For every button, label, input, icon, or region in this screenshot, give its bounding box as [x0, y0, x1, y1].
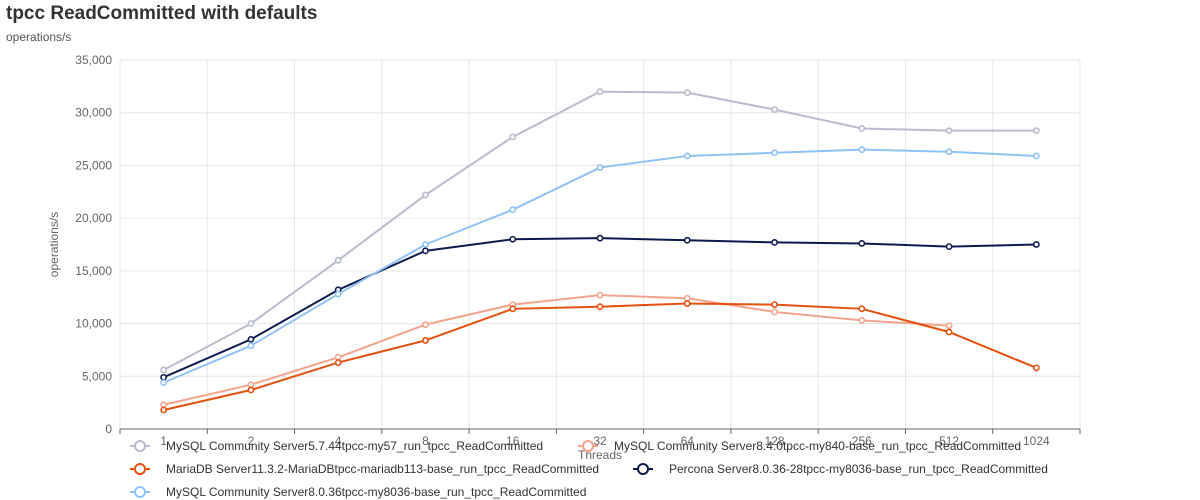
data-point [247, 320, 255, 327]
data-point [683, 300, 691, 307]
legend-item-4: Percona Server8.0.36-28tpcc-my8036-base_… [633, 462, 1048, 476]
legend-swatch-marker [582, 440, 594, 452]
data-point [509, 235, 517, 243]
legend-swatch-marker [134, 440, 146, 452]
x-tick-label: 2 [248, 434, 255, 448]
data-point [771, 301, 778, 308]
x-tick-label: 512 [939, 434, 959, 448]
data-point [596, 164, 604, 171]
data-point [945, 243, 953, 251]
data-point [247, 386, 255, 394]
y-tick-label: 0 [105, 422, 112, 436]
data-point [247, 342, 255, 350]
data-point [771, 238, 778, 246]
y-tick-label: 5,000 [82, 369, 112, 383]
data-point [160, 401, 168, 409]
x-tick-label: 32 [593, 434, 607, 448]
data-point [858, 125, 866, 132]
x-tick-label: 1024 [1023, 434, 1050, 448]
y-tick-label: 20,000 [75, 211, 112, 225]
data-point [858, 146, 866, 154]
series-4 [160, 234, 1040, 381]
series-line [163, 294, 950, 406]
legend-label: MariaDB Server11.3.2-MariaDBtpcc-mariadb… [166, 462, 599, 476]
y-axis-title: operations/s [47, 212, 61, 277]
data-point [247, 335, 255, 343]
data-point [1032, 241, 1040, 248]
data-point [683, 152, 691, 160]
data-point [1032, 152, 1040, 160]
y-tick-label: 10,000 [75, 317, 112, 331]
data-point [683, 236, 691, 244]
x-tick-label: 64 [681, 434, 695, 448]
data-point [683, 89, 691, 97]
data-point [160, 366, 168, 374]
data-point [422, 337, 429, 344]
data-point [771, 106, 778, 113]
data-point [160, 379, 168, 387]
data-point [771, 149, 778, 157]
y-tick-label: 30,000 [75, 106, 112, 120]
data-point [422, 191, 429, 199]
legend-item-3: MariaDB Server11.3.2-MariaDBtpcc-mariadb… [130, 462, 599, 476]
data-point [422, 321, 429, 329]
series-5 [160, 146, 1040, 387]
data-point [247, 381, 255, 389]
data-point [858, 240, 866, 247]
x-tick-label: 256 [852, 434, 872, 448]
data-point [683, 294, 691, 302]
legend-swatch-marker [134, 463, 146, 475]
series-1 [160, 88, 1040, 374]
data-point [945, 148, 953, 156]
chart-title: tpcc ReadCommitted with defaults [6, 3, 318, 24]
grid [119, 59, 1081, 430]
legend: MySQL Community Server5.7.44tpcc-my57_ru… [130, 439, 1048, 499]
data-point [596, 234, 604, 242]
data-point [1032, 127, 1040, 135]
data-point [334, 359, 342, 366]
data-point [422, 241, 429, 248]
series-3 [160, 300, 1040, 414]
legend-swatch-marker [637, 463, 649, 475]
legend-label: MySQL Community Server8.0.36tpcc-my8036-… [166, 485, 586, 499]
data-point [160, 373, 168, 381]
data-point [509, 133, 517, 141]
data-point [1032, 364, 1040, 372]
series-lines [160, 88, 1040, 414]
data-point [858, 317, 866, 324]
legend-label: Percona Server8.0.36-28tpcc-my8036-base_… [669, 462, 1048, 476]
x-tick-label: 128 [765, 434, 785, 448]
data-point [509, 305, 517, 313]
data-point [945, 328, 953, 336]
data-point [945, 127, 953, 135]
data-point [596, 88, 604, 96]
data-point [422, 247, 429, 255]
data-point [509, 206, 517, 214]
x-tick-label: 8 [422, 434, 429, 448]
data-point [596, 303, 604, 311]
y-tick-label: 15,000 [75, 264, 112, 278]
x-tick-label: 4 [335, 434, 342, 448]
legend-label: MySQL Community Server8.4.0tpcc-my840-ba… [614, 439, 1021, 453]
data-point [334, 353, 342, 361]
data-point [334, 256, 342, 264]
data-point [771, 308, 778, 316]
legend-item-2: MySQL Community Server8.4.0tpcc-my840-ba… [578, 439, 1021, 453]
legend-swatch-marker [134, 486, 146, 498]
y-tick-label: 35,000 [75, 53, 112, 67]
legend-item-5: MySQL Community Server8.0.36tpcc-my8036-… [130, 485, 586, 499]
chart-subtitle: operations/s [6, 30, 72, 44]
legend-item-1: MySQL Community Server5.7.44tpcc-my57_ru… [130, 439, 543, 453]
legend-label: MySQL Community Server5.7.44tpcc-my57_ru… [166, 439, 543, 453]
data-point [160, 406, 168, 414]
x-tick-label: 16 [506, 434, 520, 448]
x-tick-label: 1 [160, 434, 167, 448]
axes: 0 5,000 10,000 15,000 20,000 25,000 30,000 35,0… [47, 53, 1081, 462]
data-point [334, 290, 342, 298]
data-point [945, 322, 953, 330]
data-point [858, 305, 866, 313]
y-tick-label: 25,000 [75, 158, 112, 172]
data-point [596, 291, 604, 299]
